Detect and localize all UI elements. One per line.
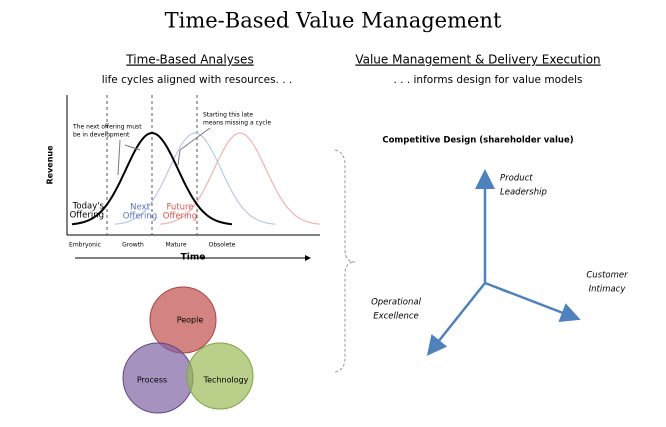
venn: People Process Technology [122,286,254,414]
annotation-callout [177,127,211,166]
curve-label: Offering [123,212,157,222]
annotation-callout [117,139,141,176]
curve-label: Next [130,203,150,213]
venn-label: Technology [203,376,249,385]
title: Time-Based Value Management [165,9,502,33]
axis-label: Operational [371,298,422,308]
axis-label: Intimacy [589,285,627,295]
axis-arrow [426,282,486,356]
axis-label: Customer [586,271,628,281]
annotation: Starting this late [203,112,253,119]
brace [334,149,356,373]
axis-label: Excellence [373,312,419,322]
value-diagram: Competitive Design (shareholder value) [382,136,581,356]
diagram-title: Competitive Design (shareholder value) [382,136,573,146]
axis-label: Product [500,174,533,184]
lifecycle-curve [159,132,321,225]
annotation: means missing a cycle [203,120,271,127]
curve-label: Offering [70,211,104,221]
lifecycle-chart: Revenue Time [46,95,320,263]
curve-label: Today's [72,202,105,212]
left-heading: Time-Based Analyses [125,53,253,67]
phase-label: Embryonic [69,242,101,249]
venn-circle [186,342,254,410]
right-heading: Value Management & Delivery Execution [355,53,600,67]
axis-arrow [484,281,581,322]
phase-label: Mature [165,242,186,249]
y-axis-label: Revenue [46,145,55,185]
x-axis-label: Time [181,253,206,263]
right-subheading: . . . informs design for value models [393,74,582,86]
phase-label: Obsolete [209,242,236,249]
venn-label: Process [137,376,167,385]
venn-label: People [177,316,204,325]
axis-label: Leadership [500,188,547,198]
annotation: The next offering must [72,124,142,131]
lifecycle-curve [114,132,276,225]
phase-label: Growth [122,242,144,249]
curve-label: Offering [163,212,197,222]
lifecycle-curve [71,131,233,226]
curve-label: Future [166,203,193,213]
annotation: be in development [73,132,130,139]
left-subheading: life cycles aligned with resources. . . [102,74,293,86]
